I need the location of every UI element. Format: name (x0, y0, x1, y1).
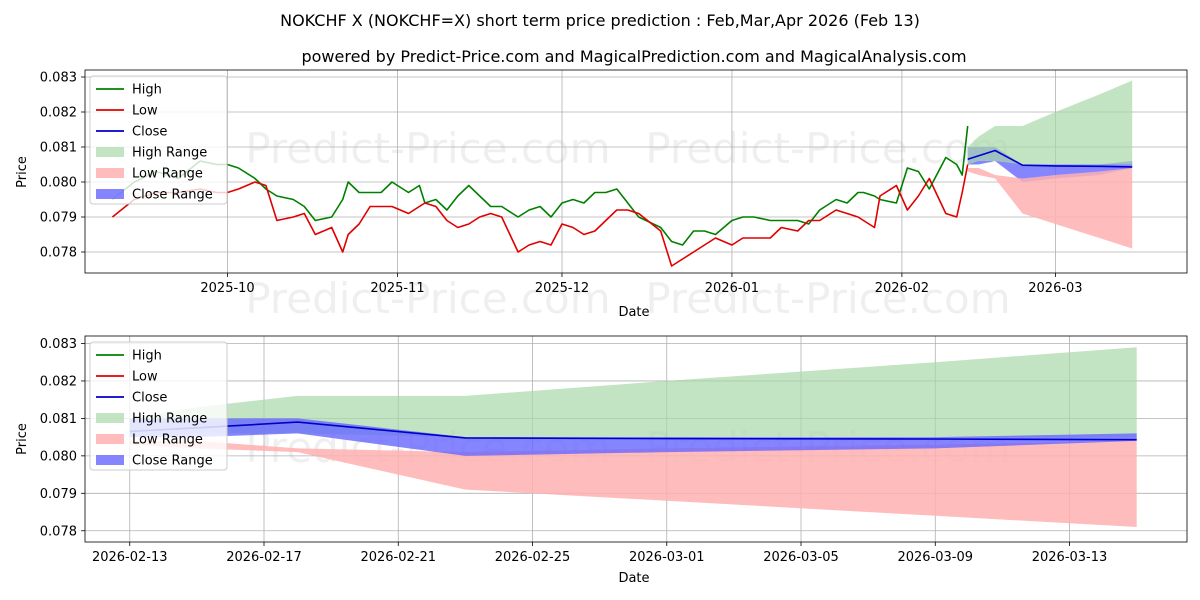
x-tick-label: 2026-03-09 (897, 550, 973, 565)
y-tick-label: 0.083 (40, 71, 77, 86)
range-bands-layer (967, 80, 1133, 249)
legend: High Low Close High Range Low Range Close Ran… (89, 341, 228, 471)
close-range-band (129, 418, 1137, 456)
y-tick-label: 0.081 (40, 141, 77, 156)
y-tick-label: 0.082 (40, 374, 77, 389)
watermark-text: Predict-Price.com (245, 124, 610, 173)
legend-label: High Range (132, 412, 207, 427)
legend-swatch-close-range (96, 455, 124, 465)
y-tick-label: 0.079 (40, 211, 77, 226)
y-tick-label: 0.078 (40, 246, 77, 261)
low-range-band (967, 168, 1133, 249)
legend-label: High Range (132, 146, 207, 161)
close-series-line (967, 149, 1133, 168)
watermark-text: Predict-Price.com (645, 124, 1010, 173)
y-tick-label: 0.080 (40, 449, 77, 464)
legend-box (89, 75, 228, 205)
x-tick-label: 2026-02-17 (226, 550, 302, 565)
y-tick-label: 0.080 (40, 176, 77, 191)
x-axis-label: Date (618, 305, 649, 320)
legend-label: Low Range (132, 433, 203, 448)
high-series-line (111, 125, 969, 246)
x-tick-label: 2026-03-05 (763, 550, 839, 565)
watermark-text: Predict-Price.com (645, 274, 1010, 323)
legend-label: Low Range (132, 167, 203, 182)
legend-label: High (132, 83, 162, 98)
y-tick-label: 0.079 (40, 487, 77, 502)
legend-label: Close Range (132, 454, 213, 469)
y-tick-label: 0.082 (40, 106, 77, 121)
figure-subtitle: powered by Predict-Price.com and Magical… (301, 47, 966, 66)
legend-label: Close (132, 391, 167, 406)
y-tick-label: 0.083 (40, 337, 77, 352)
x-tick-label: 2026-03-01 (629, 550, 705, 565)
series-lines-layer (111, 125, 1133, 267)
legend-label: Low (132, 104, 158, 119)
y-axis-label: Price (15, 423, 30, 455)
x-tick-label: 2026-02-13 (92, 550, 168, 565)
low-series-line (111, 164, 969, 267)
x-tick-label: 2026-03 (1028, 281, 1082, 296)
legend: High Low Close High Range Low Range Close Ran… (89, 75, 228, 205)
y-axis-label: Price (15, 156, 30, 188)
legend-swatch-high-range (96, 413, 124, 423)
legend-swatch-high-range (96, 147, 124, 157)
y-tick-label: 0.081 (40, 412, 77, 427)
legend-swatch-low-range (96, 434, 124, 444)
x-tick-label: 2026-02-21 (360, 550, 436, 565)
plot-frame (84, 335, 1188, 543)
x-tick-label: 2026-02 (875, 281, 929, 296)
x-tick-label: 2025-11 (370, 281, 424, 296)
ticks-layer: 2026-02-13 2026-02-17 2026-02-21 2026-02-25… (40, 337, 1108, 565)
x-tick-label: 2026-01 (705, 281, 759, 296)
figure-title: NOKCHF X (NOKCHF=X) short term price pre… (280, 11, 920, 30)
range-bands-layer (129, 347, 1137, 527)
chart-panel-bottom: Predict-Price.com Predict-Price.com 2026… (15, 335, 1188, 586)
legend-label: Close (132, 125, 167, 140)
x-tick-label: 2025-10 (200, 281, 254, 296)
y-tick-label: 0.078 (40, 524, 77, 539)
high-range-band (967, 80, 1133, 165)
low-range-band (129, 440, 1137, 527)
ticks-layer: 2025-10 2025-11 2025-12 2026-01 2026-02 2026-… (40, 71, 1083, 297)
legend-label: Low (132, 370, 158, 385)
x-tick-label: 2026-02-25 (495, 550, 571, 565)
legend-label: Close Range (132, 188, 213, 203)
plot-frame (84, 69, 1188, 274)
x-tick-label: 2025-12 (535, 281, 589, 296)
x-axis-label: Date (618, 571, 649, 586)
high-range-band (129, 347, 1137, 438)
legend-swatch-close-range (96, 189, 124, 199)
x-tick-label: 2026-03-13 (1032, 550, 1108, 565)
chart-panel-top: Predict-Price.com Predict-Price.com Pred… (15, 69, 1188, 323)
legend-swatch-low-range (96, 168, 124, 178)
watermark-text: Predict-Price.com (245, 274, 610, 323)
legend-box (89, 341, 228, 471)
legend-label: High (132, 349, 162, 364)
